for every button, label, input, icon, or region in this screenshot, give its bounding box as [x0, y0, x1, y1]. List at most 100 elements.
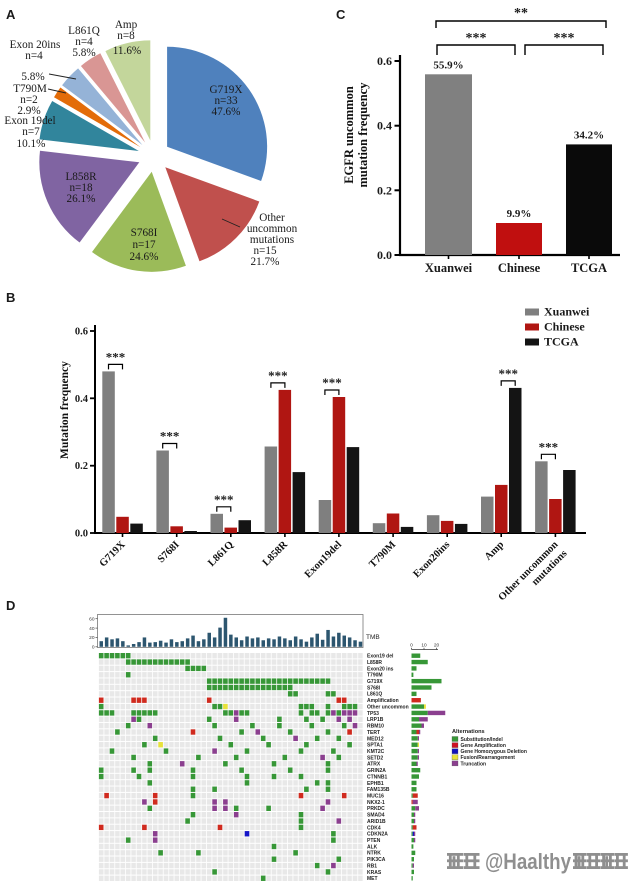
svg-text:G719X: G719X — [98, 539, 128, 569]
svg-text:***: *** — [160, 429, 180, 444]
svg-text:n=8: n=8 — [117, 30, 135, 42]
svg-text:34.2%: 34.2% — [574, 129, 604, 141]
svg-text:MED12: MED12 — [367, 736, 384, 742]
svg-text:TERT: TERT — [367, 730, 380, 736]
svg-text:L861Q: L861Q — [206, 539, 236, 569]
svg-text:EPHB1: EPHB1 — [367, 781, 384, 787]
svg-text:T790M: T790M — [13, 83, 47, 95]
svg-text:20: 20 — [89, 635, 95, 641]
svg-text:0.2: 0.2 — [75, 461, 88, 472]
svg-text:Xuanwei: Xuanwei — [425, 261, 473, 275]
svg-text:0.0: 0.0 — [377, 248, 392, 262]
svg-text:PIK3CA: PIK3CA — [367, 857, 386, 863]
svg-text:S768I: S768I — [156, 539, 182, 565]
svg-text:L861Q: L861Q — [68, 25, 100, 37]
svg-text:Alternations: Alternations — [452, 729, 485, 735]
svg-text:CDK4: CDK4 — [367, 825, 381, 831]
svg-text:55.9%: 55.9% — [433, 59, 463, 71]
svg-text:10: 10 — [421, 643, 427, 649]
svg-text:TMB: TMB — [366, 634, 380, 641]
svg-text:5.8%: 5.8% — [72, 47, 95, 59]
svg-text:Mutation frequency: Mutation frequency — [59, 361, 71, 459]
svg-text:n=4: n=4 — [25, 50, 43, 62]
svg-text:@Haalthy: @Haalthy — [485, 849, 571, 874]
svg-text:0.2: 0.2 — [377, 183, 392, 197]
svg-text:NTRK: NTRK — [367, 851, 381, 857]
svg-text:@Haalthy: @Haalthy — [487, 851, 573, 876]
svg-text:MET: MET — [367, 876, 378, 882]
svg-text:10.1%: 10.1% — [17, 138, 46, 150]
svg-text:PRKDC: PRKDC — [367, 806, 385, 812]
svg-text:Exon 20ins: Exon 20ins — [10, 39, 61, 51]
svg-text:FAM135B: FAM135B — [367, 787, 390, 793]
svg-text:24.6%: 24.6% — [130, 251, 159, 263]
svg-text:0.4: 0.4 — [377, 119, 392, 133]
svg-text:n=33: n=33 — [214, 95, 237, 107]
svg-text:n=2: n=2 — [20, 94, 38, 106]
svg-text:***: *** — [268, 368, 288, 383]
svg-text:0.0: 0.0 — [75, 529, 88, 540]
svg-text:Amplification: Amplification — [367, 698, 399, 704]
svg-text:T790M: T790M — [367, 673, 383, 679]
svg-text:CDKN2A: CDKN2A — [367, 832, 388, 838]
svg-text:GRIN2A: GRIN2A — [367, 768, 386, 774]
svg-text:RBM10: RBM10 — [367, 724, 384, 730]
svg-text:47.6%: 47.6% — [212, 106, 241, 118]
svg-text:ATRX: ATRX — [367, 762, 381, 768]
svg-text:Exon20 ins: Exon20 ins — [367, 666, 394, 672]
svg-text:Exon20ins: Exon20ins — [412, 539, 453, 580]
svg-text:S768I: S768I — [367, 685, 381, 691]
svg-text:Chinese: Chinese — [498, 261, 541, 275]
svg-text:EGFR uncommon: EGFR uncommon — [342, 86, 356, 184]
svg-text:Substitution/Indel: Substitution/Indel — [461, 737, 504, 743]
svg-text:T790M: T790M — [367, 539, 398, 570]
svg-text:***: *** — [214, 492, 234, 507]
svg-text:Amp: Amp — [483, 539, 507, 563]
svg-text:G719X: G719X — [210, 84, 243, 96]
svg-text:Gene Homozygous Deletion: Gene Homozygous Deletion — [461, 749, 527, 755]
svg-text:0: 0 — [410, 643, 413, 649]
svg-text:Xuanwei: Xuanwei — [544, 305, 590, 319]
svg-text:Exon 19del: Exon 19del — [4, 115, 55, 127]
svg-text:0.4: 0.4 — [75, 394, 89, 405]
svg-text:n=7: n=7 — [22, 126, 40, 138]
svg-text:L858R: L858R — [261, 539, 291, 569]
svg-text:Other: Other — [259, 212, 285, 224]
svg-text:TP53: TP53 — [367, 711, 379, 717]
svg-text:20: 20 — [434, 643, 440, 649]
svg-text:CTNNB1: CTNNB1 — [367, 774, 387, 780]
svg-text:40: 40 — [89, 626, 95, 632]
svg-text:Other uncommon: Other uncommon — [367, 704, 409, 710]
svg-text:Chinese: Chinese — [544, 320, 585, 334]
svg-text:KRAS: KRAS — [367, 870, 382, 876]
svg-text:21.7%: 21.7% — [251, 256, 280, 268]
svg-text:***: *** — [322, 375, 342, 390]
svg-text:Truncation: Truncation — [461, 761, 487, 767]
svg-text:Exon19del: Exon19del — [303, 539, 344, 580]
svg-text:***: *** — [466, 31, 487, 46]
svg-text:NKX2-1: NKX2-1 — [367, 800, 385, 806]
svg-text:S768I: S768I — [131, 227, 158, 239]
svg-text:uncommon: uncommon — [247, 223, 298, 235]
svg-text:B: B — [6, 290, 15, 305]
svg-text:0.6: 0.6 — [377, 54, 392, 68]
svg-text:9.9%: 9.9% — [507, 208, 532, 220]
svg-text:***: *** — [539, 439, 559, 454]
svg-text:L858R: L858R — [65, 171, 97, 183]
svg-text:Gene Amplification: Gene Amplification — [461, 743, 506, 749]
svg-text:KMT2C: KMT2C — [367, 749, 385, 755]
svg-text:A: A — [6, 7, 16, 22]
svg-text:SETD2: SETD2 — [367, 755, 383, 761]
svg-text:G719X: G719X — [367, 679, 383, 685]
svg-text:PTEN: PTEN — [367, 838, 381, 844]
svg-text:C: C — [336, 7, 346, 22]
svg-text:**: ** — [514, 6, 528, 21]
svg-text:***: *** — [106, 349, 126, 364]
svg-text:Amp: Amp — [115, 19, 138, 31]
svg-text:D: D — [6, 598, 15, 613]
svg-text:TCGA: TCGA — [571, 261, 607, 275]
svg-text:n=18: n=18 — [69, 182, 92, 194]
svg-text:L858R: L858R — [367, 660, 382, 666]
svg-text:ARID1B: ARID1B — [367, 819, 386, 825]
svg-text:Fusion/Rearrangement: Fusion/Rearrangement — [461, 755, 516, 761]
